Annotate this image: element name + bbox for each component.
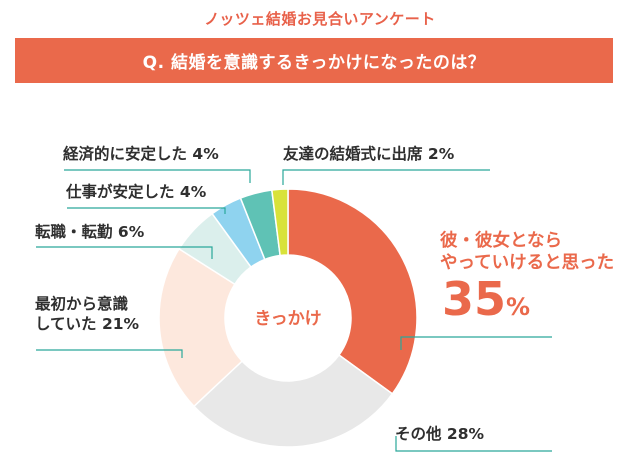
slice-0 [287,188,418,395]
slice-6 [270,188,289,257]
label-kare-kanojo-line1: 彼・彼女となら [440,231,562,251]
label-kare-kanojo-line2: やっていけると思った [440,253,615,274]
leader-shigoto [67,207,226,214]
leader-keizai [64,169,251,183]
label-keizai: 経済的に安定した 4% [63,145,219,163]
label-shigoto: 仕事が安定した 4% [66,183,207,201]
survey-title: ノッツェ結婚お見合いアンケート [204,10,436,28]
slice-1 [192,353,394,448]
leader-saisho [36,349,183,358]
label-tomodachi: 友達の結婚式に出席 2% [283,145,455,163]
leader-sonota [395,436,552,452]
label-kare-kanojo-value: 35% [442,272,531,326]
question-banner: Q. 結婚を意識するきっかけになったのは？ [15,38,613,83]
leader-tomodachi [282,169,490,185]
slice-2 [158,247,244,408]
label-saisho: 最初から意識 していた 21% [35,295,140,334]
leader-kare-kanojo [400,336,552,350]
center-label: きっかけ [254,309,321,329]
label-kare-kanojo: 彼・彼女となら やっていけると思った [440,230,614,275]
label-sonota: その他 28% [395,425,485,443]
label-tenshoku: 転職・転勤 6% [35,223,145,241]
leader-tenshoku [36,246,213,259]
